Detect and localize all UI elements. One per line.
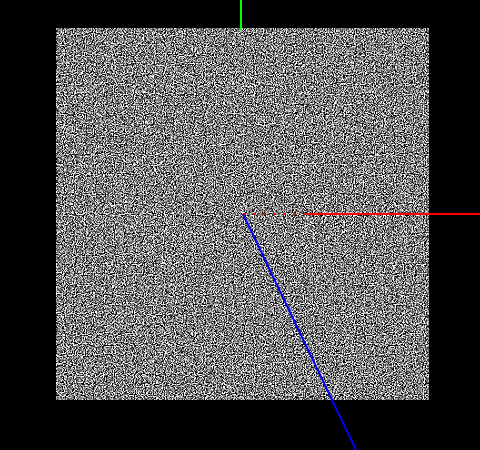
3d-viewport[interactable] xyxy=(0,0,480,450)
3d-scene[interactable] xyxy=(0,0,480,450)
